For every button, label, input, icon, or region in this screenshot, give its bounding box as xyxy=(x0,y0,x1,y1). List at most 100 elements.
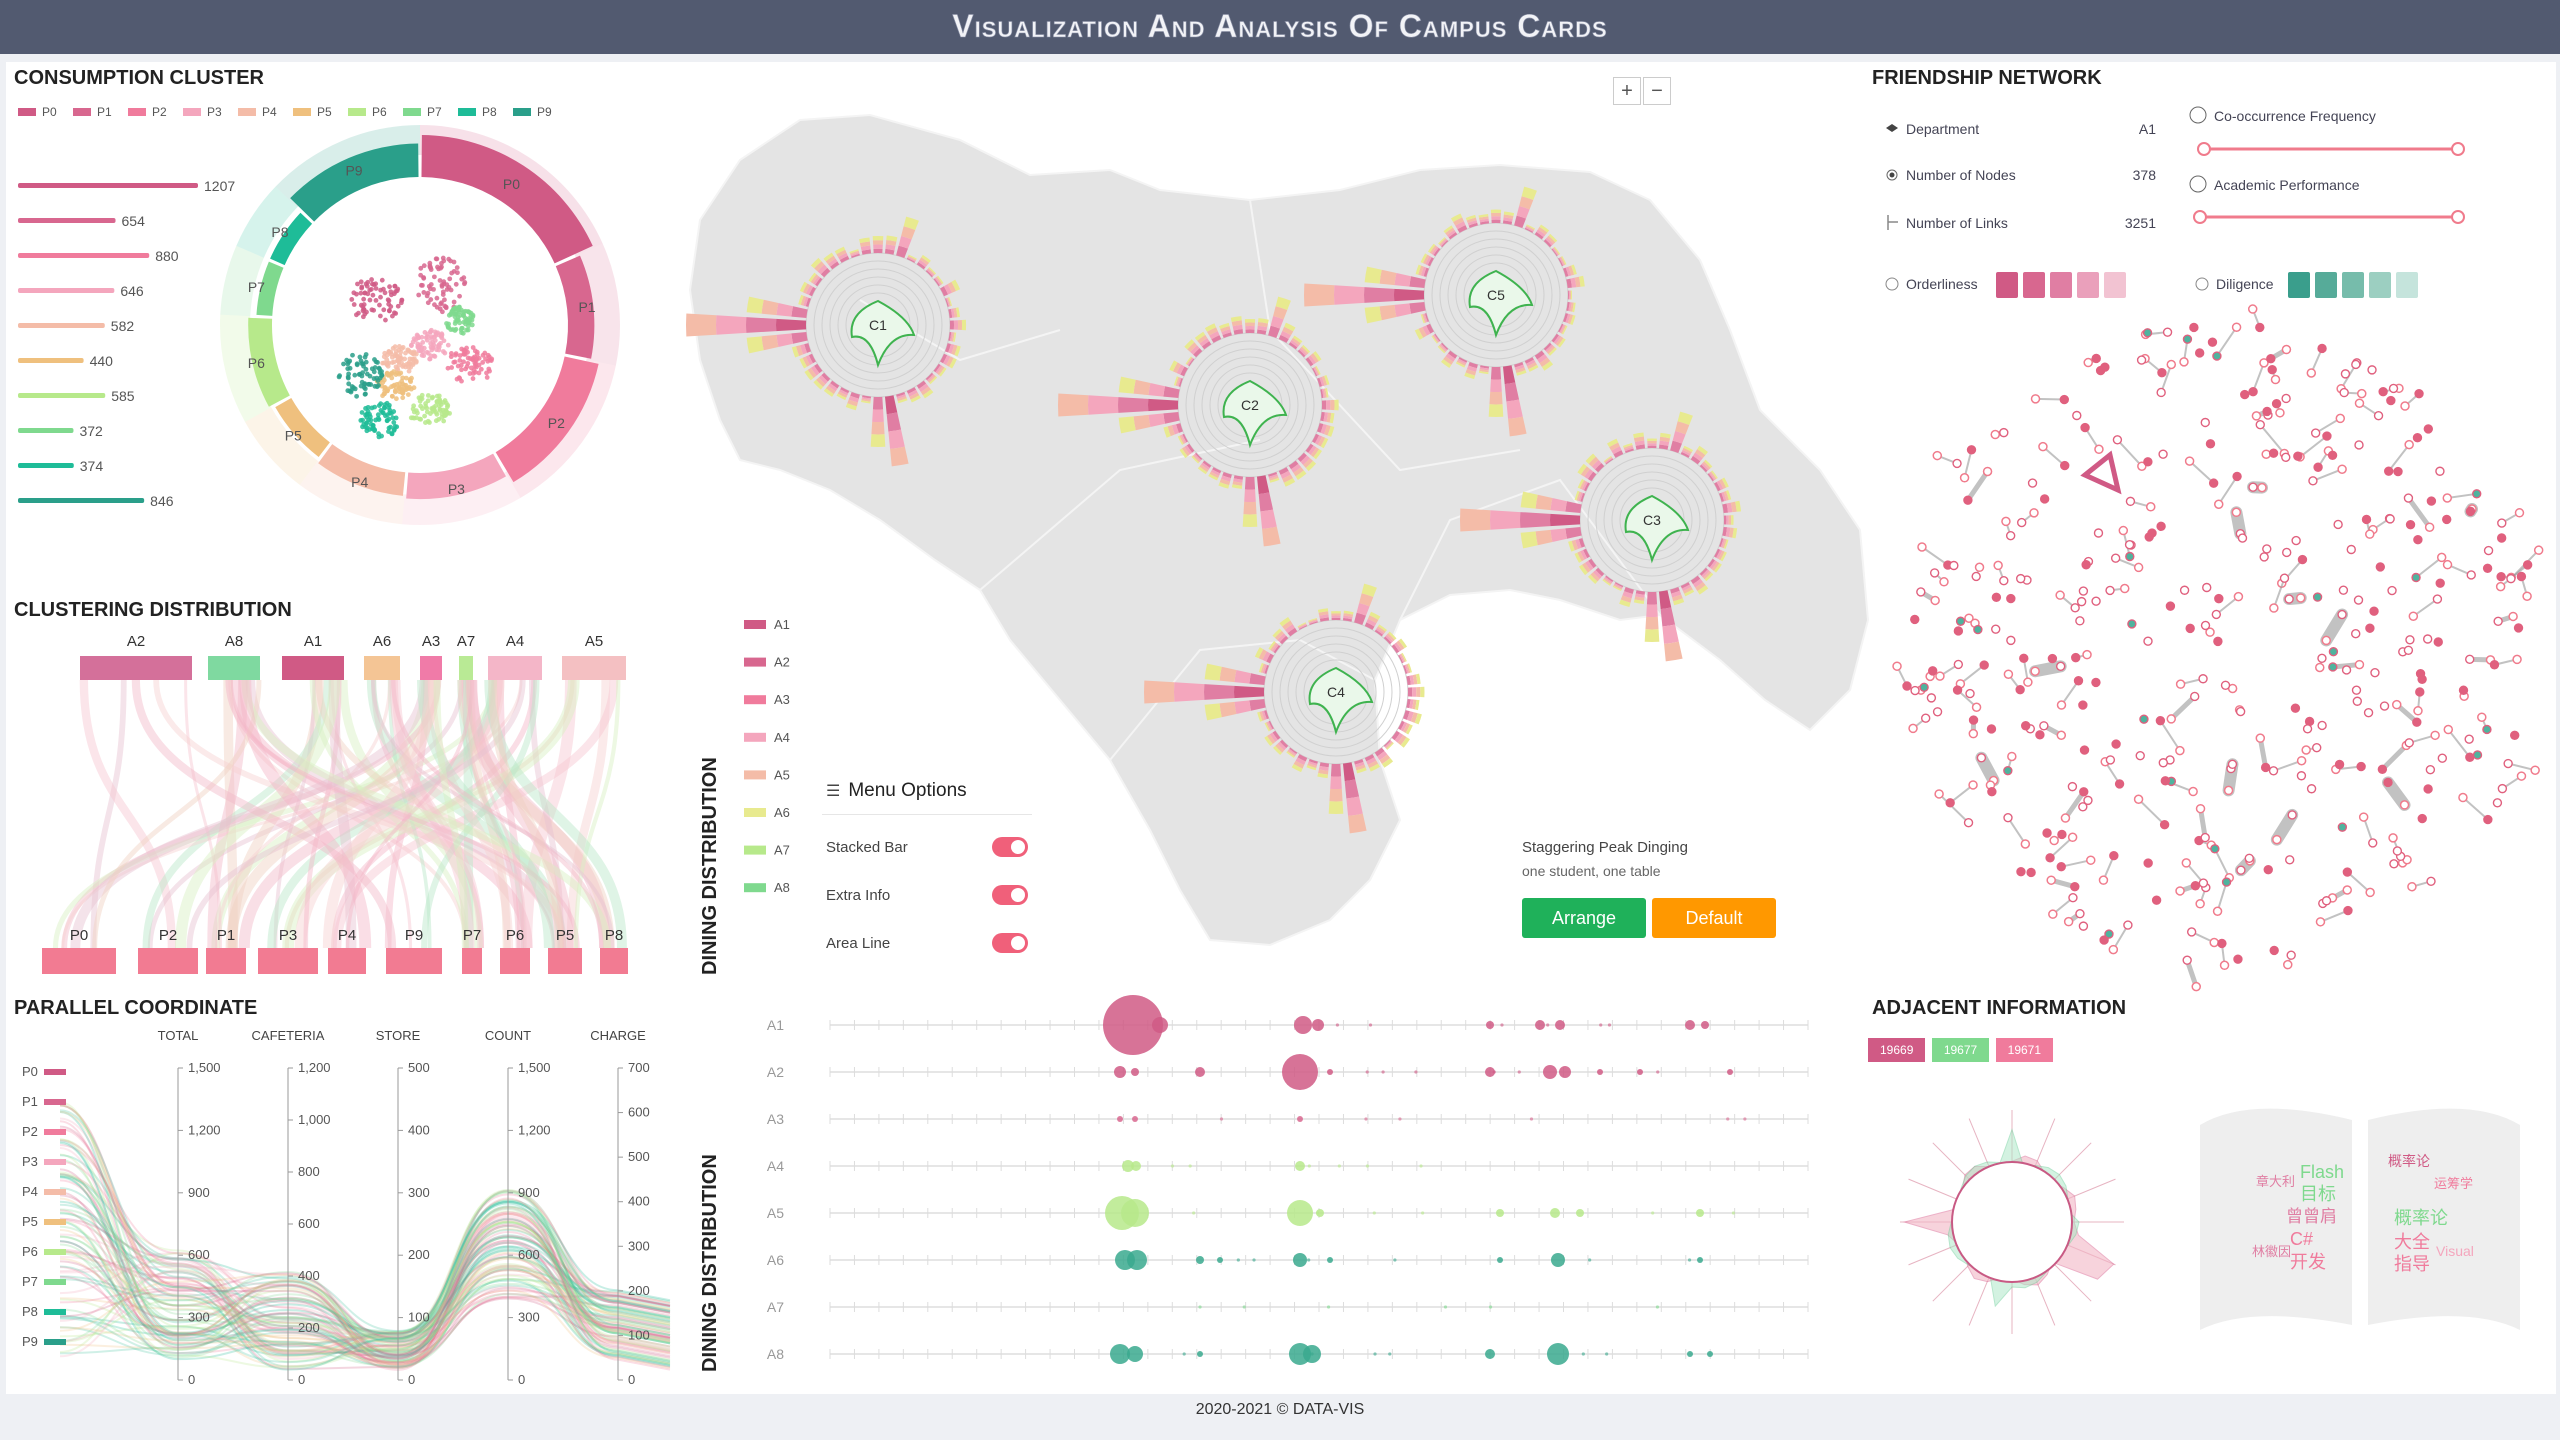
scatter-point xyxy=(434,411,440,417)
academic-slider-max-handle[interactable] xyxy=(2451,210,2465,224)
network-node xyxy=(2190,881,2201,891)
canteen-stacked-bar xyxy=(928,375,936,383)
timeline-bubble xyxy=(1597,1069,1603,1075)
academic-slider-min-handle[interactable] xyxy=(2193,210,2207,224)
zoom-out-button[interactable]: − xyxy=(1643,77,1671,105)
network-node xyxy=(2337,464,2347,474)
canteen-stacked-bar xyxy=(1719,492,1725,502)
canteen-stacked-bar xyxy=(825,385,836,395)
scatter-point xyxy=(428,297,434,302)
timeline-dot xyxy=(1443,1305,1448,1309)
sankey-top-node-A3 xyxy=(420,656,442,680)
scatter-point xyxy=(453,281,459,287)
word-left-2: 目标 xyxy=(2300,1184,2336,1204)
canteen-stacked-bar xyxy=(823,388,834,397)
scatter-point xyxy=(346,381,352,387)
legend-label-P3: P3 xyxy=(207,105,222,119)
canteen-stacked-bar xyxy=(1320,389,1324,399)
canteen-stacked-bar xyxy=(1468,222,1478,228)
canteen-stacked-bar xyxy=(1279,739,1289,749)
canteen-stacked-bar xyxy=(1701,569,1710,578)
network-node xyxy=(2175,679,2186,689)
diligence-radio[interactable] xyxy=(2195,277,2209,291)
stacked-bar-toggle[interactable] xyxy=(992,837,1028,857)
sankey-flow xyxy=(294,679,505,949)
sankey-flow xyxy=(223,679,238,949)
network-node xyxy=(2270,374,2281,385)
network-node xyxy=(2295,593,2306,603)
canteen-stacked-bar xyxy=(1262,664,1268,674)
canteen-stacked-bar xyxy=(1730,501,1737,513)
canteen-stacked-bar xyxy=(1220,326,1231,333)
network-node xyxy=(2210,844,2220,854)
scatter-point xyxy=(420,282,425,288)
parallel-line xyxy=(59,1202,671,1364)
parallel-line xyxy=(59,1144,671,1368)
network-link xyxy=(2461,796,2489,821)
nodes-radio-icon[interactable] xyxy=(1886,169,1898,181)
cooccurrence-slider-min-handle[interactable] xyxy=(2197,142,2211,156)
canteen-stacked-bar xyxy=(1193,453,1202,462)
network-node xyxy=(2458,685,2469,695)
sankey-top-label-A3: A3 xyxy=(422,633,440,650)
timeline-bubble xyxy=(1485,1067,1495,1077)
canteen-stacked-bar xyxy=(1319,614,1329,619)
network-node xyxy=(1930,595,1940,606)
area-line-toggle[interactable] xyxy=(992,933,1028,953)
student-tag-1[interactable]: 19677 xyxy=(1931,1038,1990,1062)
parallel-line xyxy=(59,1208,671,1368)
canteen-stacked-bar xyxy=(746,336,764,354)
canteen-stacked-bar xyxy=(1578,492,1584,502)
canteen-stacked-bar xyxy=(1646,591,1658,605)
canteen-stacked-bar xyxy=(1427,243,1436,253)
canteen-stacked-bar xyxy=(1118,397,1149,413)
canteen-stacked-bar xyxy=(1394,732,1404,743)
scatter-point xyxy=(470,312,476,318)
scatter-point xyxy=(378,294,383,300)
axis-tick-label: 1,200 xyxy=(298,1060,331,1075)
canteen-label-C2: C2 xyxy=(1241,397,1259,413)
student-tag-0[interactable]: 19669 xyxy=(1868,1038,1926,1062)
network-node xyxy=(2217,938,2227,949)
canteen-stacked-bar xyxy=(1405,724,1413,735)
default-button[interactable]: Default xyxy=(1652,898,1776,938)
canteen-stacked-bar xyxy=(818,375,828,385)
bar-P7 xyxy=(18,428,74,433)
zoom-in-button[interactable]: + xyxy=(1613,77,1641,105)
student-tag-2[interactable]: 19671 xyxy=(1995,1038,2054,1062)
network-node xyxy=(2512,654,2522,665)
timeline-bubble xyxy=(1217,1257,1223,1263)
network-node xyxy=(1990,429,2000,440)
network-node xyxy=(2091,353,2101,364)
legend-swatch-P4 xyxy=(238,108,256,116)
canteen-stacked-bar xyxy=(886,412,902,432)
canteen-stacked-bar xyxy=(1725,490,1732,501)
canteen-stacked-bar xyxy=(1318,765,1329,771)
network-node xyxy=(2086,855,2096,865)
cooccurrence-slider-max-handle[interactable] xyxy=(2451,142,2465,156)
scatter-point xyxy=(393,349,399,354)
department-value[interactable]: A1 xyxy=(2139,121,2156,137)
canteen-stacked-bar xyxy=(1391,644,1400,654)
network-link xyxy=(1965,468,1991,503)
network-node xyxy=(2059,394,2070,405)
canteen-stacked-bar xyxy=(949,320,955,330)
menu-options-header[interactable]: ☰ Menu Options xyxy=(822,770,1032,815)
network-node xyxy=(2247,304,2258,314)
scatter-point xyxy=(428,353,434,359)
network-node xyxy=(2338,585,2349,595)
canteen-stacked-bar xyxy=(1221,475,1231,482)
sankey-flow xyxy=(309,679,470,949)
canteen-stacked-bar xyxy=(1262,651,1271,662)
arrange-button[interactable]: Arrange xyxy=(1522,898,1646,938)
network-link xyxy=(2213,847,2231,879)
network-node xyxy=(2257,482,2267,493)
canteen-stacked-bar xyxy=(1406,711,1414,722)
map-legend-swatch-A8 xyxy=(744,883,766,893)
canteen-stacked-bar xyxy=(884,395,898,415)
sankey-flow xyxy=(463,679,474,949)
orderliness-radio[interactable] xyxy=(1885,277,1899,291)
network-node xyxy=(1953,659,1964,670)
canteen-stacked-bar xyxy=(1604,576,1613,584)
extra-info-toggle[interactable] xyxy=(992,885,1028,905)
